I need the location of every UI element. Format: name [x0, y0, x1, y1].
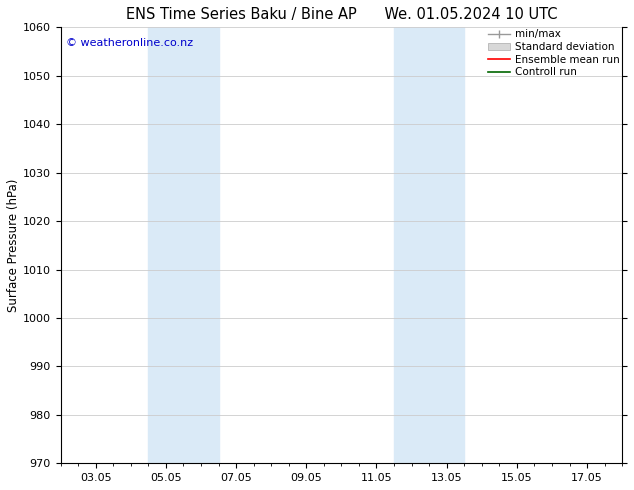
Text: © weatheronline.co.nz: © weatheronline.co.nz	[66, 38, 193, 48]
Title: ENS Time Series Baku / Bine AP      We. 01.05.2024 10 UTC: ENS Time Series Baku / Bine AP We. 01.05…	[126, 7, 557, 22]
Y-axis label: Surface Pressure (hPa): Surface Pressure (hPa)	[7, 179, 20, 312]
Bar	[148, 27, 219, 464]
Bar	[394, 27, 464, 464]
Legend: min/max, Standard deviation, Ensemble mean run, Controll run: min/max, Standard deviation, Ensemble me…	[488, 29, 619, 77]
